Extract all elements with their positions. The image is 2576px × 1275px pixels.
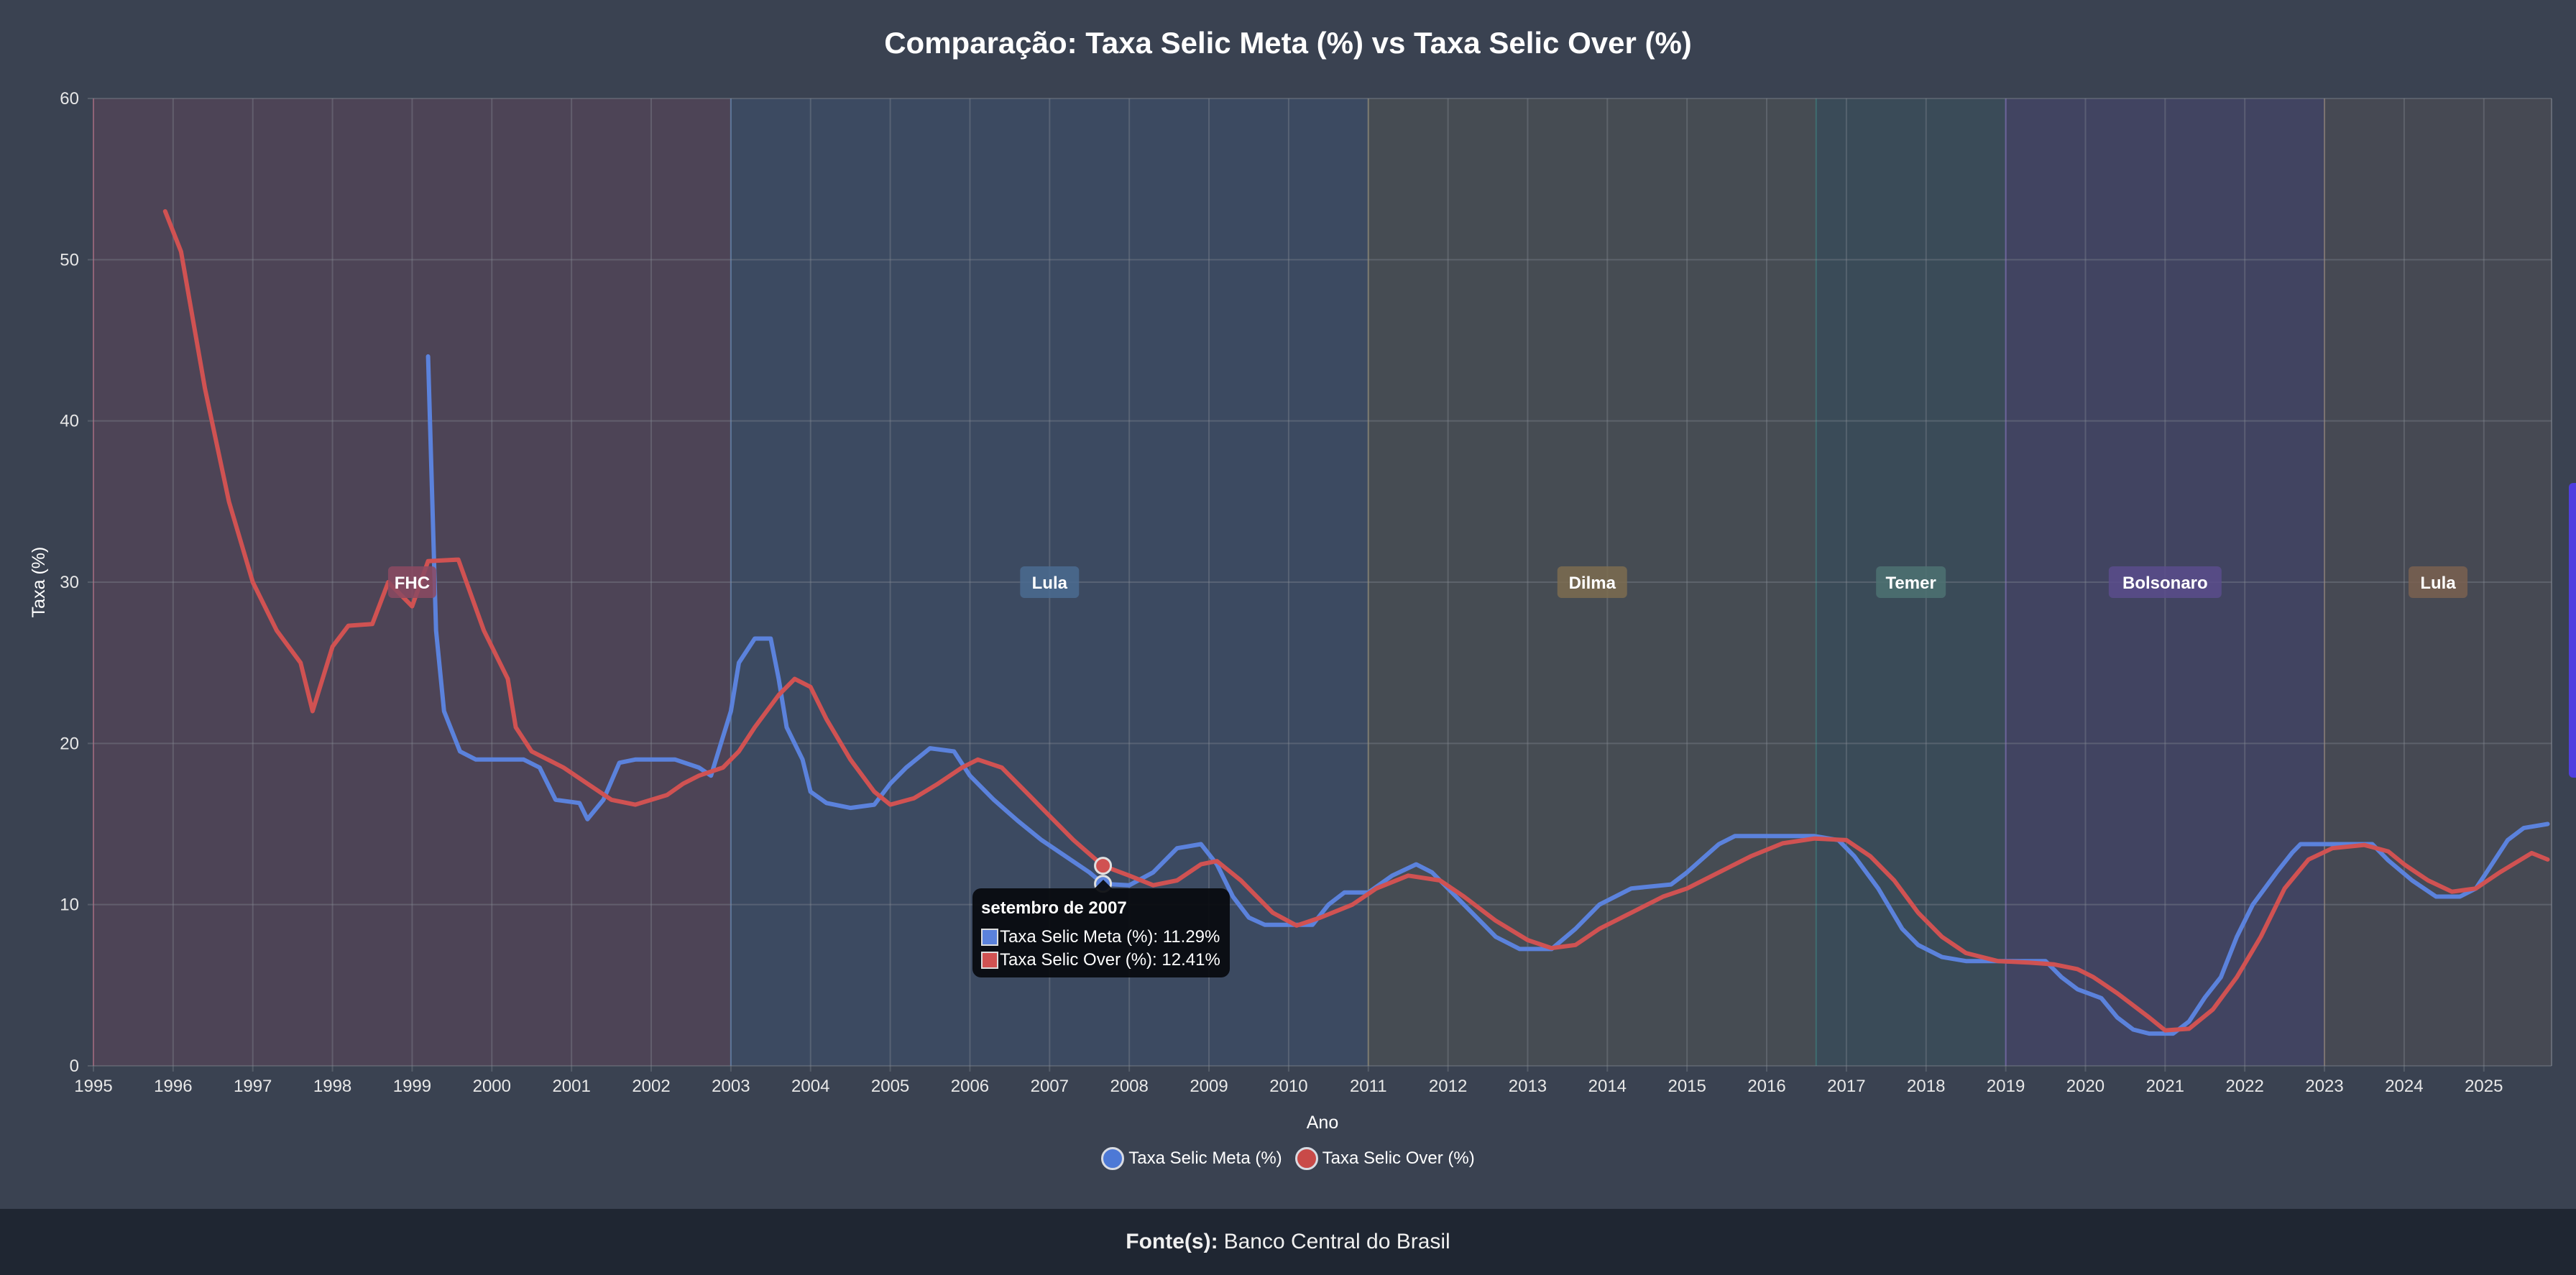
x-tick-label: 2012 xyxy=(1429,1077,1467,1096)
y-tick-label: 0 xyxy=(70,1057,79,1076)
x-tick-label: 2002 xyxy=(632,1077,670,1096)
x-tick-label: 1997 xyxy=(234,1077,272,1096)
x-tick-label: 2008 xyxy=(1110,1077,1148,1096)
scrollbar[interactable] xyxy=(2569,483,2576,778)
x-tick-label: 2020 xyxy=(2066,1077,2104,1096)
period-label: Lula xyxy=(1032,574,1068,593)
legend-item-over[interactable]: Taxa Selic Over (%) xyxy=(1294,1147,1475,1170)
period-labels: FHC Lula Dilma Temer Bolsonaro Lula xyxy=(387,566,2468,598)
x-tick-label: 2013 xyxy=(1509,1077,1547,1096)
x-tick-label: 2017 xyxy=(1827,1077,1865,1096)
tooltip-line-over: Taxa Selic Over (%): 12.41% xyxy=(1000,950,1220,970)
period-label: Dilma xyxy=(1569,574,1616,593)
legend-item-meta[interactable]: Taxa Selic Meta (%) xyxy=(1101,1147,1282,1170)
axis-ticks: 1995 1996 1997 1998 1999 2000 2001 2002 2003 2004… xyxy=(60,89,2503,1096)
x-tick-label: 2007 xyxy=(1031,1077,1069,1096)
x-tick-label: 1996 xyxy=(154,1077,192,1096)
legend-label: Taxa Selic Meta (%) xyxy=(1128,1149,1282,1168)
x-tick-label: 2025 xyxy=(2465,1077,2503,1096)
period-label-badge xyxy=(1876,566,1946,598)
x-tick-label: 2016 xyxy=(1747,1077,1785,1096)
series-line-over xyxy=(162,209,2550,1033)
period-label: Temer xyxy=(1886,574,1936,593)
period-label-badge xyxy=(387,566,436,598)
tooltip-swatch-meta xyxy=(981,929,998,946)
y-tick-label: 20 xyxy=(60,734,79,753)
chart-title: Comparação: Taxa Selic Meta (%) vs Taxa … xyxy=(884,26,1692,60)
legend-circle-icon xyxy=(1101,1147,1125,1170)
legend: Taxa Selic Meta (%) Taxa Selic Over (%) xyxy=(0,1147,2576,1170)
legend-label: Taxa Selic Over (%) xyxy=(1322,1149,1475,1168)
line-chart: FHC Lula Dilma Temer Bolsonaro Lula 1995 1996 1… xyxy=(29,89,2552,1133)
x-tick-label: 2011 xyxy=(1350,1077,1387,1096)
legend-circle-icon xyxy=(1294,1147,1318,1170)
y-tick-label: 50 xyxy=(60,250,79,270)
x-tick-label: 2024 xyxy=(2385,1077,2423,1096)
x-tick-label: 2009 xyxy=(1190,1077,1228,1096)
y-tick-label: 60 xyxy=(60,89,79,109)
period-label: Lula xyxy=(2420,574,2456,593)
y-tick-label: 40 xyxy=(60,412,79,431)
hover-point-over xyxy=(1094,857,1113,875)
period-label: Bolsonaro xyxy=(2122,574,2208,593)
x-tick-label: 2014 xyxy=(1588,1077,1627,1096)
x-tick-label: 1999 xyxy=(393,1077,431,1096)
x-tick-label: 2006 xyxy=(951,1077,989,1096)
x-tick-label: 2004 xyxy=(791,1077,829,1096)
x-tick-label: 2015 xyxy=(1668,1077,1706,1096)
y-axis-title: Taxa (%) xyxy=(29,547,49,618)
tooltip-swatch-over xyxy=(981,952,998,969)
tooltip-title: setembro de 2007 xyxy=(981,898,1127,918)
footer-source: Banco Central do Brasil xyxy=(1223,1230,1450,1253)
period-label-badge xyxy=(1557,566,1627,598)
footer-label: Fonte(s): xyxy=(1126,1230,1218,1253)
x-tick-label: 2001 xyxy=(552,1077,590,1096)
period-label: FHC xyxy=(395,574,430,593)
x-tick-label: 2010 xyxy=(1269,1077,1307,1096)
tooltip-line-meta: Taxa Selic Meta (%): 11.29% xyxy=(1000,927,1220,947)
x-tick-label: 1995 xyxy=(74,1077,112,1096)
y-tick-label: 30 xyxy=(60,573,79,592)
period-label-badge xyxy=(2108,566,2222,598)
footer: Fonte(s): Banco Central do Brasil xyxy=(0,1209,2576,1275)
x-tick-label: 2005 xyxy=(871,1077,909,1096)
x-tick-label: 2023 xyxy=(2305,1077,2343,1096)
x-tick-label: 2021 xyxy=(2146,1077,2184,1096)
x-tick-label: 2022 xyxy=(2225,1077,2263,1096)
x-tick-label: 2018 xyxy=(1907,1077,1945,1096)
x-tick-label: 2000 xyxy=(473,1077,511,1096)
tooltip: setembro de 2007 Taxa Selic Meta (%): 11… xyxy=(972,880,1230,977)
y-tick-label: 10 xyxy=(60,896,79,915)
x-axis-title: Ano xyxy=(1307,1113,1338,1133)
x-tick-label: 2019 xyxy=(1987,1077,2025,1096)
x-tick-label: 1998 xyxy=(313,1077,351,1096)
x-tick-label: 2003 xyxy=(712,1077,750,1096)
period-label-badge xyxy=(2409,566,2468,598)
period-label-badge xyxy=(1020,566,1080,598)
